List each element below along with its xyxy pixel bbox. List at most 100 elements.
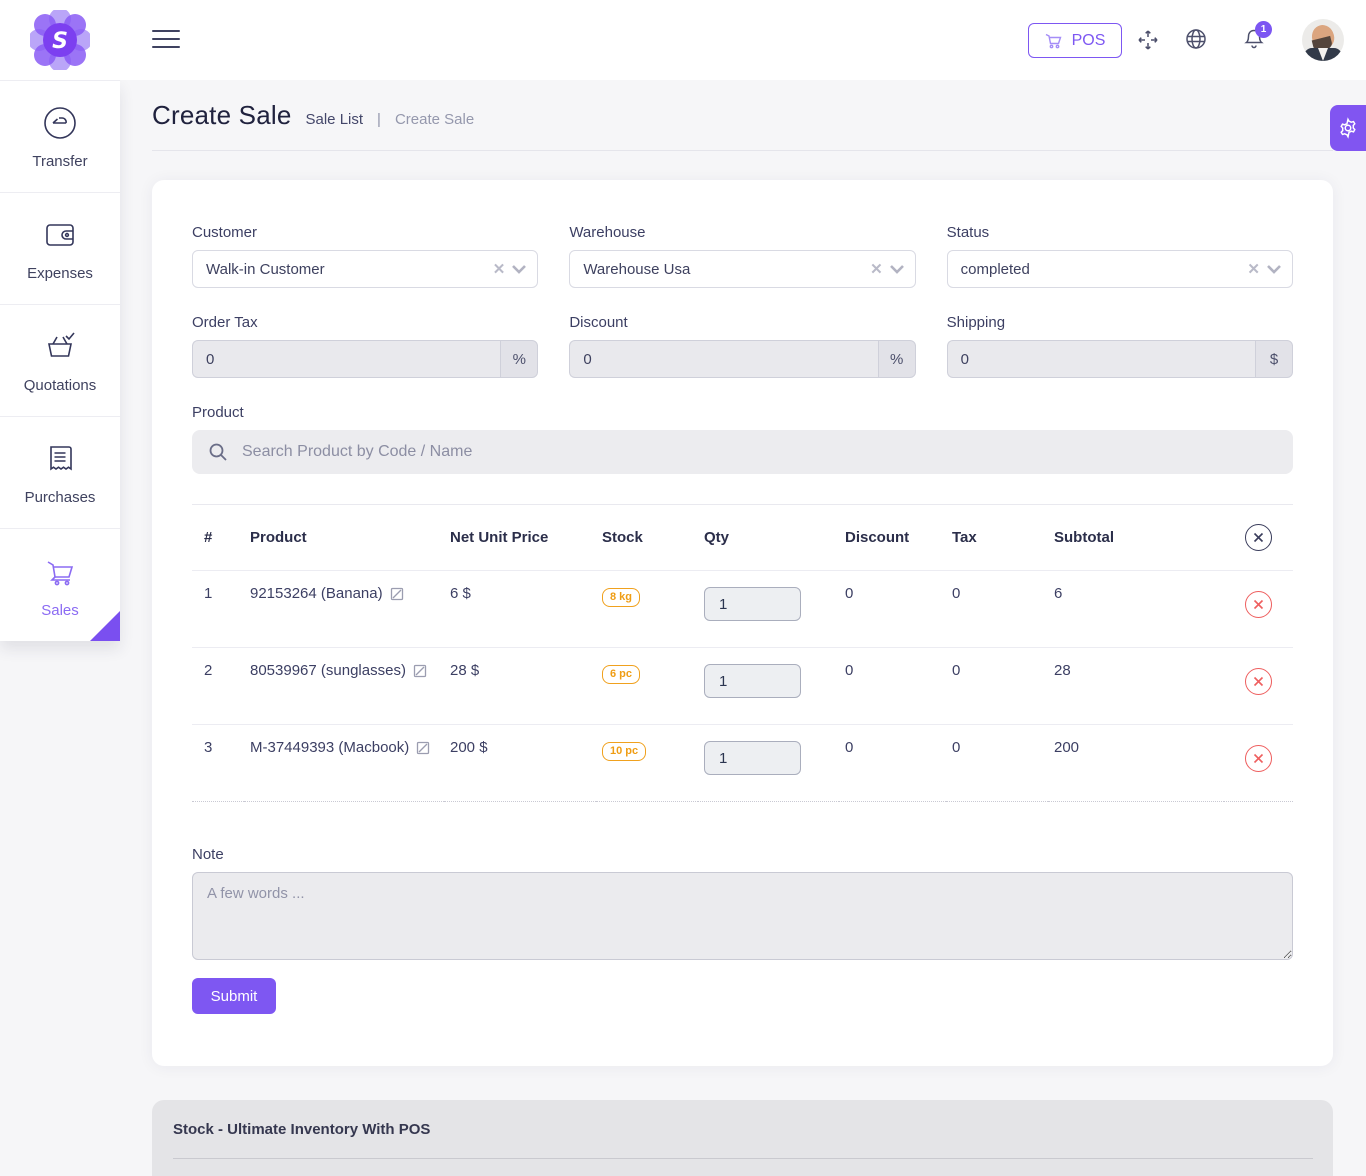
- row-tax: 0: [946, 647, 1048, 725]
- app-logo[interactable]: S: [30, 10, 90, 70]
- menu-toggle-icon[interactable]: [152, 30, 180, 50]
- close-icon: [1253, 676, 1264, 687]
- status-label: Status: [946, 224, 990, 241]
- svg-text:S: S: [52, 29, 68, 54]
- row-discount: 0: [839, 647, 946, 725]
- row-discount: 0: [839, 570, 946, 648]
- breadcrumb-separator: |: [377, 111, 381, 128]
- create-sale-card: Customer Walk-in Customer ✕ Warehouse Wa…: [152, 180, 1333, 1066]
- discount-input[interactable]: [569, 340, 878, 378]
- status-select[interactable]: completed ✕: [946, 250, 1293, 288]
- col-header-qty: Qty: [698, 504, 839, 571]
- order-tax-suffix: %: [500, 340, 539, 378]
- clear-icon[interactable]: ✕: [492, 261, 506, 278]
- edit-icon[interactable]: [413, 664, 427, 678]
- discount-field: Discount %: [569, 314, 916, 378]
- row-subtotal: 6: [1048, 570, 1224, 648]
- customer-label: Customer: [192, 224, 258, 241]
- title-divider: [152, 150, 1333, 151]
- edit-icon[interactable]: [416, 741, 430, 755]
- row-number: 3: [192, 724, 244, 802]
- close-icon: [1253, 753, 1264, 764]
- main-content: Create Sale Sale List | Create Sale Cust…: [152, 100, 1333, 1176]
- footer-title: Stock - Ultimate Inventory With POS: [173, 1121, 431, 1138]
- user-avatar[interactable]: [1302, 19, 1344, 61]
- clear-icon[interactable]: ✕: [1247, 261, 1260, 278]
- discount-label: Discount: [569, 314, 628, 331]
- shipping-input[interactable]: [946, 340, 1255, 378]
- col-header-stock: Stock: [596, 504, 698, 571]
- fullscreen-move-icon[interactable]: [1136, 28, 1160, 52]
- stock-badge: 8 kg: [602, 588, 641, 607]
- shipping-field: Shipping $: [946, 314, 1293, 378]
- clear-all-items-button[interactable]: [1245, 524, 1272, 551]
- sidebar: Transfer Expenses Quotations Purchases S…: [0, 80, 120, 641]
- sidebar-item-label: Purchases: [24, 489, 96, 506]
- chevron-down-icon[interactable]: [511, 264, 527, 274]
- clear-icon[interactable]: ✕: [870, 261, 883, 278]
- warehouse-select[interactable]: Warehouse Usa ✕: [569, 250, 916, 288]
- footer: Stock - Ultimate Inventory With POS © 20…: [152, 1100, 1333, 1176]
- pos-button-label: POS: [1071, 31, 1106, 49]
- sidebar-item-label: Quotations: [23, 377, 97, 394]
- cart-icon: [1045, 33, 1062, 48]
- breadcrumb-sale-list[interactable]: Sale List: [305, 111, 364, 128]
- col-header-num: #: [192, 504, 244, 571]
- col-header-price: Net Unit Price: [444, 504, 596, 571]
- page-title: Create Sale: [152, 100, 292, 130]
- delete-row-button[interactable]: [1245, 745, 1272, 772]
- discount-suffix: %: [877, 340, 916, 378]
- col-header-subtotal: Subtotal: [1048, 504, 1224, 571]
- customer-select[interactable]: Walk-in Customer ✕: [192, 250, 539, 288]
- product-name: 80539967 (sunglasses): [250, 662, 406, 679]
- sidebar-item-transfer[interactable]: Transfer: [0, 81, 120, 193]
- row-tax: 0: [946, 724, 1048, 802]
- language-globe-icon[interactable]: [1184, 27, 1208, 51]
- transfer-icon: [44, 107, 76, 139]
- breadcrumb-current: Create Sale: [394, 111, 475, 128]
- product-name: M-37449393 (Macbook): [250, 739, 410, 756]
- product-search-input[interactable]: [192, 430, 1293, 474]
- settings-gear-button[interactable]: [1330, 105, 1366, 151]
- receipt-icon: [50, 446, 72, 471]
- col-header-discount: Discount: [839, 504, 946, 571]
- stock-badge: 10 pc: [602, 742, 647, 761]
- footer-divider: [173, 1158, 1313, 1159]
- qty-input[interactable]: [704, 587, 801, 621]
- edit-icon[interactable]: [390, 587, 404, 601]
- delete-row-button[interactable]: [1245, 591, 1272, 618]
- submit-button[interactable]: Submit: [192, 978, 276, 1014]
- search-icon: [209, 443, 227, 461]
- status-field: Status completed ✕: [946, 224, 1293, 288]
- qty-input[interactable]: [704, 664, 801, 698]
- sidebar-item-sales[interactable]: Sales: [0, 529, 120, 641]
- chevron-down-icon[interactable]: [889, 264, 905, 274]
- table-row: 2 80539967 (sunglasses) 28 $ 6 pc 0 0 28: [192, 647, 1293, 725]
- warehouse-field: Warehouse Warehouse Usa ✕: [569, 224, 916, 288]
- delete-row-button[interactable]: [1245, 668, 1272, 695]
- net-unit-price: 200 $: [444, 724, 596, 802]
- col-header-product: Product: [244, 504, 444, 571]
- topbar: S POS 1: [0, 0, 1366, 80]
- chevron-down-icon[interactable]: [1266, 264, 1282, 274]
- gear-icon: [1340, 117, 1356, 139]
- order-tax-input[interactable]: [192, 340, 501, 378]
- row-subtotal: 200: [1048, 724, 1224, 802]
- product-name: 92153264 (Banana): [250, 585, 383, 602]
- sidebar-item-quotations[interactable]: Quotations: [0, 305, 120, 417]
- notification-count-badge: 1: [1255, 21, 1272, 38]
- customer-field: Customer Walk-in Customer ✕: [192, 224, 539, 288]
- note-textarea[interactable]: [192, 872, 1293, 960]
- col-header-tax: Tax: [946, 504, 1048, 571]
- sidebar-item-purchases[interactable]: Purchases: [0, 417, 120, 529]
- stock-badge: 6 pc: [602, 665, 641, 684]
- qty-input[interactable]: [704, 741, 801, 775]
- pos-button[interactable]: POS: [1028, 23, 1122, 58]
- close-icon: [1253, 532, 1264, 543]
- table-row: 1 92153264 (Banana) 6 $ 8 kg 0 0 6: [192, 570, 1293, 648]
- net-unit-price: 6 $: [444, 570, 596, 648]
- page-header: Create Sale Sale List | Create Sale: [152, 100, 1333, 131]
- row-subtotal: 28: [1048, 647, 1224, 725]
- quotation-basket-icon: [48, 332, 75, 357]
- sidebar-item-expenses[interactable]: Expenses: [0, 193, 120, 305]
